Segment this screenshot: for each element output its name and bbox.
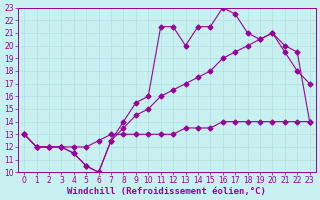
X-axis label: Windchill (Refroidissement éolien,°C): Windchill (Refroidissement éolien,°C) [68,187,266,196]
